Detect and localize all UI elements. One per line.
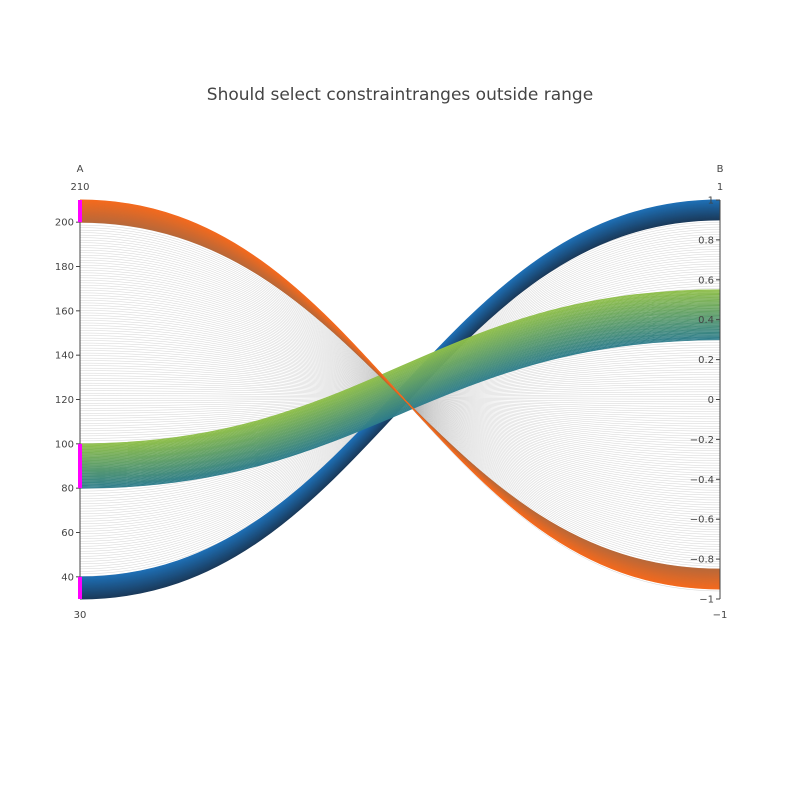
axis-a-tick-label: 100 [55,439,74,450]
selected-line [79,295,721,450]
selected-line [79,320,721,473]
selected-line [79,199,721,590]
selected-line [79,299,721,454]
selected-line [79,302,721,456]
selected-line [79,293,721,449]
chart-title: Should select constraintranges outside r… [207,85,593,105]
axis-a-max-label: 210 [70,182,89,193]
selected-line [79,324,721,476]
selected-line [79,307,721,461]
axis-b-tick-label: −1 [699,595,714,606]
selected-line [79,339,721,489]
axis-b-max-label: 1 [717,182,723,193]
selected-line [79,291,721,446]
selected-line [79,329,721,481]
axis-b-tick-label: 1 [708,196,714,207]
selected-line [79,321,721,473]
selected-line [79,336,721,487]
selected-line [79,308,721,462]
axis-a-tick-label: 60 [61,528,74,539]
selected-line [79,313,721,467]
selected-line [79,304,721,458]
selected-line [79,296,721,452]
selected-line [79,314,721,467]
selected-line [79,305,721,459]
axis-a-tick-label: 180 [55,262,74,273]
axis-b-tick-label: 0.4 [698,315,714,326]
axis-b-tick-label: −0.8 [690,555,714,566]
selected-line [79,338,721,488]
selected-lines [79,199,721,600]
axis-a-min-label: 30 [74,610,87,621]
selected-line [79,291,721,447]
selected-line [79,317,721,470]
selected-line [79,323,721,476]
axis-a-tick-label: 200 [55,218,74,229]
selected-line [79,325,721,477]
selected-line [79,297,721,452]
selected-line [79,303,721,458]
selected-line [79,290,721,446]
selected-line [79,329,721,480]
axis-a-ticks: 40 60 80 100 120 140 160 180 200 [55,218,80,583]
axis-a[interactable]: A 210 30 40 60 80 100 120 140 160 180 200 [55,164,90,621]
axis-b-ticks: −1 −0.8 −0.6 −0.4 −0.2 0 0.2 0.4 0.6 0.8 1 [690,196,720,606]
selected-line [79,330,721,482]
selected-line [79,331,721,482]
selected-line [79,312,721,466]
selected-line [79,292,721,448]
selected-line [79,301,721,455]
axis-b-tick-label: 0.6 [698,275,714,286]
selected-line [79,316,721,469]
selected-line [79,306,721,460]
axis-a-title: A [77,164,84,175]
selected-line [79,322,721,474]
selected-line [79,333,721,484]
selected-line [79,334,721,485]
selected-line [79,327,721,479]
axis-b-tick-label: −0.6 [690,515,714,526]
selected-line [79,312,721,465]
selected-line [79,323,721,475]
selected-line [79,296,721,451]
axis-a-tick-label: 140 [55,351,74,362]
axis-a-tick-label: 80 [61,484,74,495]
axis-a-tick-label: 120 [55,395,74,406]
selected-line [79,294,721,449]
axis-b-tick-label: 0.2 [698,355,714,366]
selected-line [79,326,721,478]
selected-line [79,332,721,483]
axis-b-tick-label: −0.2 [690,435,714,446]
selected-line [79,300,721,455]
axis-b-min-label: −1 [713,610,728,621]
selected-line [79,334,721,485]
selected-line [79,335,721,486]
selected-line [79,315,721,468]
selected-line [79,311,721,464]
axis-b-tick-label: 0 [708,395,714,406]
selected-line [79,307,721,461]
selected-line [79,309,721,463]
selected-line [79,298,721,453]
axis-a-tick-label: 40 [61,572,74,583]
axis-b[interactable]: B 1 −1 −1 −0.8 −0.6 −0.4 −0.2 0 0.2 0.4 0.6 0.8 1 [690,164,728,621]
selected-line [79,328,721,479]
selected-line [79,289,721,445]
axis-a-tick-label: 160 [55,306,74,317]
selected-line [79,337,721,488]
axis-b-tick-label: −0.4 [690,475,714,486]
axis-b-tick-label: 0.8 [698,235,714,246]
axis-b-title: B [717,164,724,175]
selected-line [79,310,721,464]
selected-line [79,302,721,457]
